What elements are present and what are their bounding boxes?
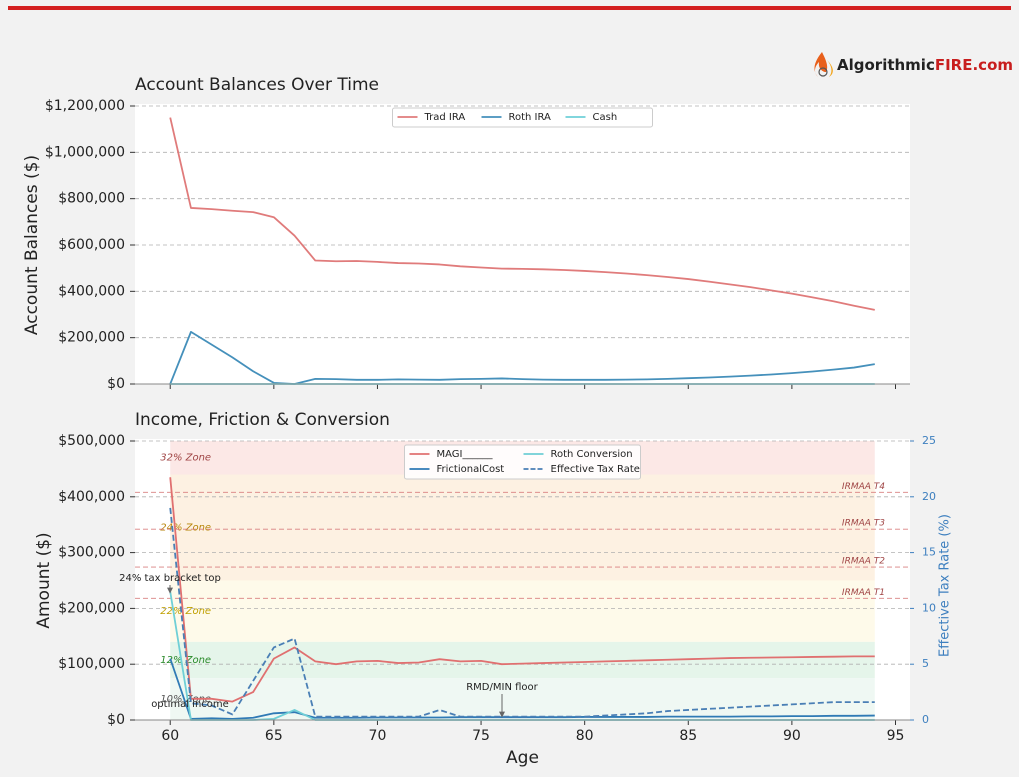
x-tick-label: 85 (679, 728, 697, 744)
zone-label: 22% Zone (160, 606, 211, 617)
plot-area (135, 104, 910, 384)
x-tick-label: 75 (472, 728, 490, 744)
y-tick-label: $300,000 (58, 545, 125, 561)
legend-label: MAGI______ (437, 449, 494, 460)
logo-domain: FIRE.com (935, 56, 1013, 74)
irmaa-label: IRMAA T3 (842, 519, 885, 529)
x-tick-label: 70 (369, 728, 387, 744)
y-tick-label: $0 (107, 712, 125, 728)
legend-box (404, 444, 641, 480)
y2-tick-label: 5 (922, 657, 929, 670)
legend-label: FrictionalCost (437, 464, 505, 475)
chart: $0 $200,000 $400,000 $600,000 $800,000 $1,000… (22, 75, 910, 392)
zone-label: 24% Zone (160, 522, 211, 533)
logo-icon (814, 52, 833, 77)
tax-zone (170, 474, 875, 581)
y-tick-label: $200,000 (58, 330, 125, 346)
x-tick-label: 95 (887, 728, 905, 744)
x-tick-label: 65 (265, 728, 283, 744)
x-tick-label: 90 (783, 728, 801, 744)
y2-tick-label: 20 (922, 490, 936, 503)
legend-label: Cash (593, 112, 618, 123)
annotation: RMD/MIN floor (466, 682, 538, 693)
y-tick-label: $200,000 (58, 600, 125, 616)
y-tick-label: $400,000 (58, 283, 125, 299)
y-tick-label: $100,000 (58, 656, 125, 672)
annotation: optimal income (151, 699, 229, 710)
annotation: 24% tax bracket top (119, 573, 221, 584)
y2-tick-label: 0 (922, 713, 929, 726)
y2-tick-label: 15 (922, 546, 936, 559)
y-axis-label: Account Balances ($) (22, 155, 42, 335)
x-tick-label: 60 (161, 728, 179, 744)
legend-box (392, 107, 653, 128)
zone-label: 32% Zone (160, 453, 211, 464)
y-tick-label: $1,200,000 (45, 98, 125, 114)
tax-zone (170, 641, 875, 679)
chart-title: Income, Friction & Conversion (135, 410, 390, 430)
irmaa-label: IRMAA T1 (842, 588, 885, 598)
series-line (169, 507, 875, 718)
chart-title: Account Balances Over Time (135, 75, 379, 95)
series-line (169, 117, 875, 311)
legend-label: Roth Conversion (551, 449, 633, 460)
y-tick-label: $1,000,000 (45, 144, 125, 160)
y-tick-label: $400,000 (58, 489, 125, 505)
tax-zone (170, 580, 875, 642)
logo-name: Algorithmic (837, 56, 935, 74)
y-tick-label: $800,000 (58, 191, 125, 207)
irmaa-label: IRMAA T2 (842, 557, 885, 567)
zone-label: 10% Zone (160, 694, 211, 705)
legend-label: Roth IRA (509, 112, 552, 123)
y-tick-label: $0 (107, 376, 125, 392)
y-axis-label: Amount ($) (34, 532, 54, 628)
series-line (169, 477, 875, 703)
legend-label: Effective Tax Rate (551, 464, 640, 475)
y-tick-label: $500,000 (58, 433, 125, 449)
y2-tick-label: 10 (922, 601, 936, 614)
y2-tick-label: 25 (922, 434, 936, 447)
x-axis-label: Age (506, 748, 539, 768)
legend-label: Trad IRA (424, 112, 466, 123)
y2-axis-label: Effective Tax Rate (%) (938, 514, 953, 657)
irmaa-label: IRMAA T4 (842, 482, 885, 492)
logo-text: AlgorithmicFIRE.com (837, 56, 1013, 74)
x-tick-label: 80 (576, 728, 594, 744)
y-tick-label: $600,000 (58, 237, 125, 253)
top-bar (8, 6, 1011, 10)
